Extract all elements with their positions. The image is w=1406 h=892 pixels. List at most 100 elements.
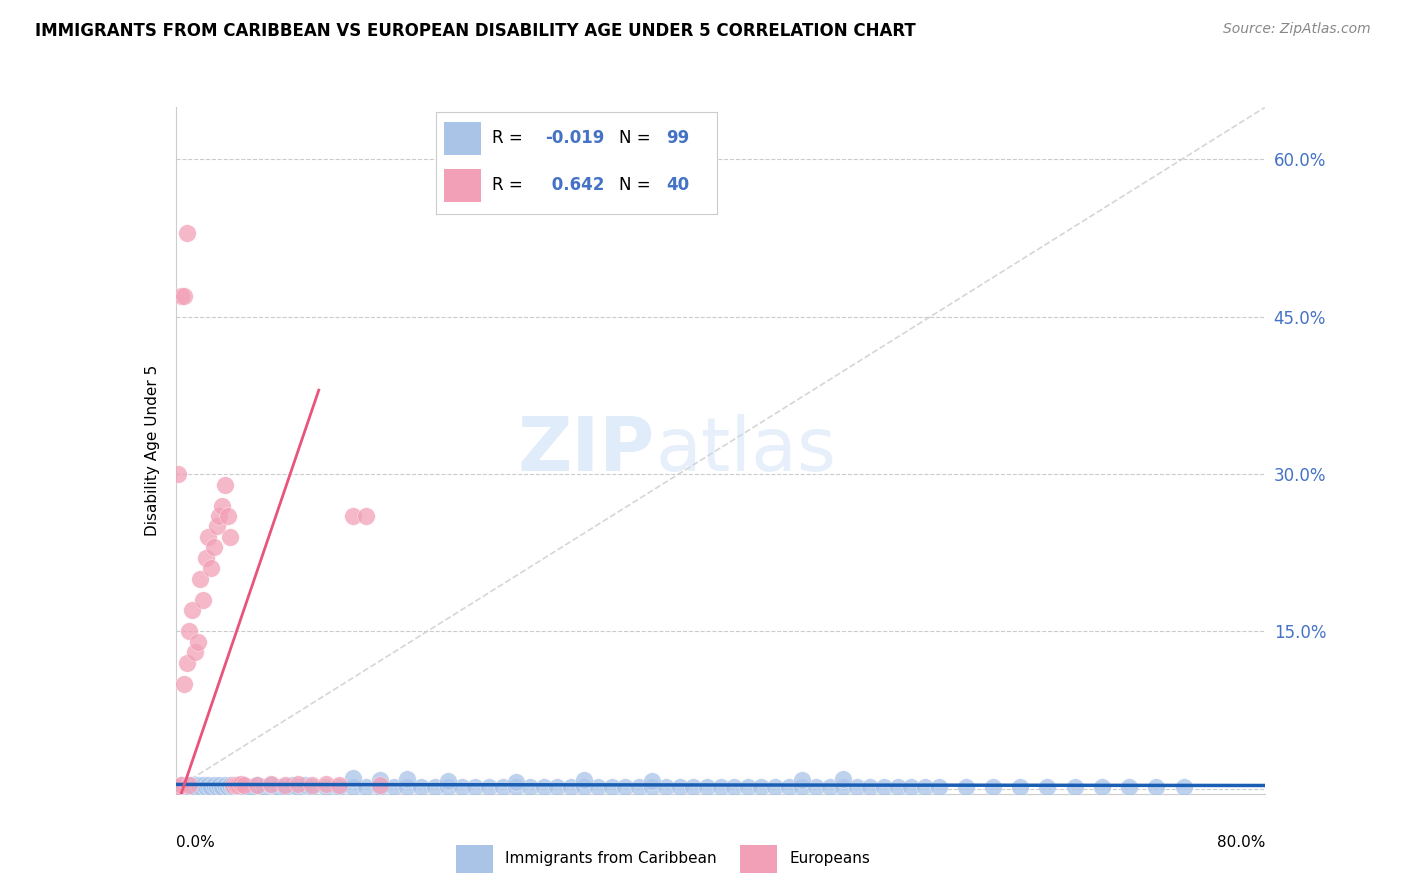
Text: Immigrants from Caribbean: Immigrants from Caribbean: [505, 851, 717, 866]
Point: [301, 780, 323, 794]
Point: [219, 779, 242, 793]
Point: [655, 780, 678, 794]
Point: [205, 519, 228, 533]
Text: 0.0%: 0.0%: [176, 835, 215, 850]
Point: [184, 645, 207, 659]
Point: [873, 780, 896, 794]
Point: [170, 779, 193, 793]
Text: 80.0%: 80.0%: [1218, 835, 1265, 850]
Point: [641, 780, 664, 794]
Point: [239, 780, 262, 794]
Point: [382, 780, 405, 794]
Point: [211, 780, 233, 794]
Point: [832, 780, 855, 794]
Point: [928, 780, 950, 794]
Point: [627, 780, 650, 794]
Point: [170, 289, 193, 303]
Point: [368, 773, 391, 788]
Point: [179, 779, 201, 793]
Point: [222, 779, 245, 793]
Text: Europeans: Europeans: [790, 851, 870, 866]
Point: [1091, 780, 1114, 794]
Point: [792, 773, 814, 788]
Point: [197, 779, 219, 793]
Point: [342, 780, 364, 794]
Text: ZIP: ZIP: [517, 414, 655, 487]
Point: [1118, 780, 1140, 794]
Point: [294, 779, 316, 793]
Point: [228, 780, 250, 794]
Point: [173, 780, 195, 794]
Y-axis label: Disability Age Under 5: Disability Age Under 5: [145, 365, 160, 536]
Bar: [444, 169, 481, 202]
Point: [225, 779, 247, 793]
Point: [342, 508, 364, 523]
Point: [173, 677, 195, 691]
Point: [191, 779, 214, 793]
Point: [217, 780, 239, 794]
Point: [804, 780, 827, 794]
Point: [737, 780, 759, 794]
Point: [1036, 780, 1059, 794]
Text: N =: N =: [619, 129, 655, 147]
Point: [546, 780, 568, 794]
Point: [409, 780, 432, 794]
Point: [202, 779, 225, 793]
Point: [1144, 780, 1167, 794]
Point: [267, 780, 290, 794]
Point: [437, 774, 460, 789]
Point: [818, 780, 841, 794]
Point: [170, 779, 193, 793]
Point: [437, 780, 460, 794]
Bar: [456, 845, 492, 872]
Bar: [740, 845, 778, 872]
Point: [751, 780, 773, 794]
Point: [231, 777, 253, 791]
Point: [696, 780, 718, 794]
Point: [368, 780, 391, 794]
Text: Source: ZipAtlas.com: Source: ZipAtlas.com: [1223, 22, 1371, 37]
Point: [222, 780, 245, 794]
Point: [287, 777, 309, 791]
Point: [208, 779, 231, 793]
Point: [641, 774, 664, 789]
Point: [280, 779, 302, 793]
Point: [217, 508, 239, 523]
Text: -0.019: -0.019: [546, 129, 605, 147]
Point: [232, 780, 254, 794]
Point: [225, 779, 247, 793]
Point: [214, 779, 236, 793]
Point: [356, 780, 378, 794]
Point: [219, 530, 242, 544]
Point: [492, 780, 515, 794]
Text: N =: N =: [619, 177, 655, 194]
Point: [179, 624, 201, 639]
Point: [396, 780, 419, 794]
Text: 40: 40: [666, 177, 689, 194]
Point: [464, 780, 486, 794]
Point: [778, 780, 800, 794]
Point: [505, 780, 527, 794]
Point: [194, 780, 217, 794]
Point: [176, 656, 198, 670]
Text: R =: R =: [492, 129, 529, 147]
Point: [246, 779, 269, 793]
Point: [478, 780, 501, 794]
Point: [900, 780, 922, 794]
Point: [253, 780, 276, 794]
Point: [287, 780, 309, 794]
Point: [328, 780, 350, 794]
Point: [792, 780, 814, 794]
Point: [167, 467, 190, 481]
Point: [184, 780, 207, 794]
Point: [859, 780, 882, 794]
Point: [519, 780, 541, 794]
Point: [260, 779, 283, 793]
Point: [176, 779, 198, 793]
Point: [315, 777, 337, 791]
Point: [179, 780, 201, 794]
Point: [342, 771, 364, 785]
Point: [173, 289, 195, 303]
Point: [682, 780, 704, 794]
Point: [505, 775, 527, 789]
